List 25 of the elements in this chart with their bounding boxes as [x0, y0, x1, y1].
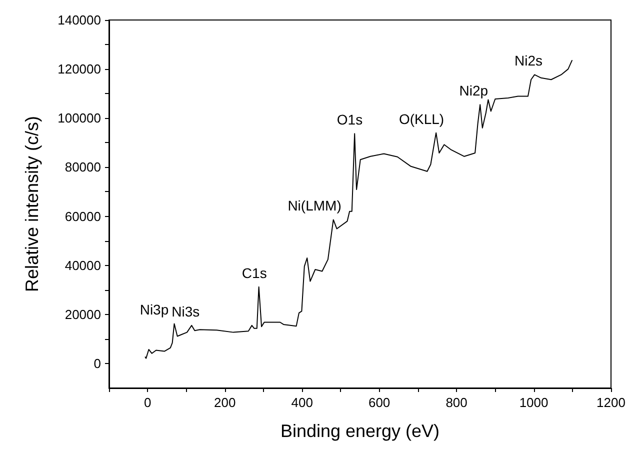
x-tick-label: 400 — [291, 395, 313, 410]
y-tick-label: 100000 — [58, 110, 101, 126]
annotation: Ni(LMM) — [288, 198, 342, 214]
annotation: O(KLL) — [398, 110, 444, 127]
y-tick-label: 120000 — [58, 62, 101, 77]
x-tick-label: 800 — [446, 395, 468, 410]
x-tick-label: 1200 — [596, 395, 626, 410]
annotation: Ni3s — [172, 303, 200, 320]
x-tick-label: 1000 — [519, 395, 548, 410]
x-tick-label: 600 — [368, 395, 390, 410]
x-tick-label: 200 — [214, 395, 236, 410]
y-tick-label: 80000 — [64, 160, 101, 175]
x-tick-label: 0 — [144, 395, 152, 410]
annotation: Ni3p — [140, 302, 169, 318]
x-axis-title: Binding energy (eV) — [280, 421, 440, 441]
y-tick-label: 60000 — [64, 208, 101, 224]
y-axis-title: Relative intensity (c/s) — [22, 116, 42, 292]
annotation: Ni2s — [514, 52, 543, 69]
annotation: Ni2p — [459, 82, 488, 99]
annotation: O1s — [336, 112, 363, 128]
y-tick-label: 0 — [94, 356, 101, 371]
y-tick-label: 20000 — [64, 306, 101, 322]
y-tick-label: 140000 — [58, 12, 101, 28]
annotation: C1s — [242, 264, 267, 281]
y-tick-label: 40000 — [64, 258, 101, 273]
